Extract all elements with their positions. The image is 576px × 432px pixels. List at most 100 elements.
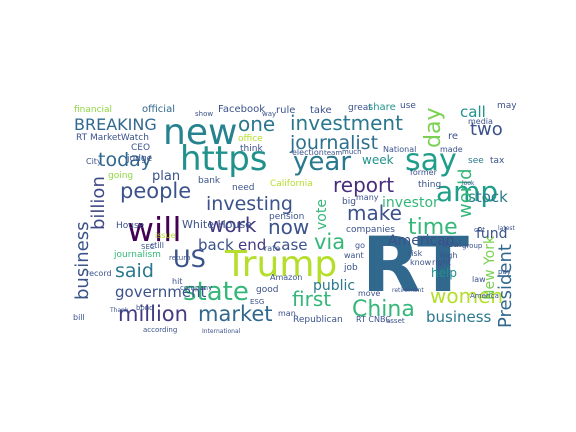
word-republican: Republican: [293, 315, 343, 325]
word-bank: bank: [198, 176, 221, 186]
word-great: great: [348, 103, 372, 113]
word-million: million: [118, 302, 188, 326]
word-asset: asset: [386, 317, 405, 325]
word-bond: bond: [136, 304, 154, 312]
word-rt-marketwatch: RT MarketWatch: [76, 133, 149, 143]
word-investor: investor: [382, 195, 439, 211]
word-media: media: [468, 117, 493, 126]
word-said: said: [115, 260, 154, 282]
word-look: look: [462, 180, 475, 187]
word-two: two: [470, 119, 503, 140]
word-good: good: [256, 285, 278, 295]
word-house: House: [116, 221, 145, 231]
word-breaking: BREAKING: [74, 115, 157, 134]
word-back: back: [198, 236, 234, 254]
word-move: move: [358, 289, 380, 298]
word-official: official: [142, 104, 175, 115]
word-pay: pay: [498, 268, 511, 276]
word-china: China: [352, 297, 415, 322]
word-deal: deal: [442, 240, 461, 250]
word-will: will: [127, 210, 182, 249]
word-women: women: [430, 284, 503, 308]
word-white-house: White House: [182, 218, 252, 231]
word-plan: plan: [152, 169, 180, 184]
word-public: public: [313, 278, 355, 294]
word-bill: bill: [73, 313, 85, 322]
word-need: need: [232, 183, 255, 193]
word-office: office: [238, 134, 263, 144]
word-former: former: [410, 168, 438, 177]
word-pension: pension: [269, 212, 304, 222]
word-say: say: [405, 143, 457, 178]
word-now: now: [268, 215, 309, 239]
word-return: return: [169, 254, 190, 262]
word-latest: latest: [498, 225, 516, 232]
word-sec: SEC: [141, 243, 155, 251]
word-issue: issue: [155, 231, 176, 240]
word-judge: judge: [126, 154, 153, 164]
word-rt: RT: [362, 220, 469, 309]
word-want: want: [344, 251, 364, 260]
word-stock: stock: [468, 188, 508, 206]
word-amazon: Amazon: [270, 273, 302, 282]
word-journalism: journalism: [113, 250, 161, 260]
word-year: year: [293, 147, 351, 177]
word-help: help: [431, 266, 457, 280]
word-rt-cnbc: RT CNBC: [356, 315, 391, 324]
word-go: go: [355, 241, 365, 250]
word-make: make: [347, 201, 402, 225]
word-trump: Trump: [224, 244, 337, 285]
word-big: big: [342, 197, 356, 207]
word-ceo: CEO: [131, 143, 150, 153]
word-new: new: [163, 112, 237, 153]
word-much: much: [342, 148, 362, 156]
word-first: first: [292, 287, 331, 311]
word-take: take: [310, 105, 332, 116]
word-vote: vote: [314, 199, 330, 230]
word-according: according: [143, 326, 177, 334]
word-business-vertical: business: [72, 222, 93, 300]
word-journalist: journalist: [289, 132, 378, 154]
word-case: case: [273, 236, 307, 254]
word-rule: rule: [276, 105, 295, 116]
word-national: National: [383, 145, 416, 154]
word-group: group: [462, 242, 483, 250]
word-many: many: [356, 193, 379, 202]
word-via: via: [314, 230, 345, 254]
word-still: still: [150, 241, 164, 250]
word-record: record: [86, 269, 112, 278]
word-hit: hit: [172, 277, 182, 286]
word-cut: cut: [474, 226, 485, 234]
word-investment: investment: [290, 111, 403, 135]
word-international: International: [202, 328, 241, 335]
word-new-york: New York: [482, 235, 498, 300]
word-way: way: [262, 110, 276, 118]
word-end: end: [238, 236, 266, 254]
word-financial: financial: [74, 105, 112, 115]
word-high: high: [440, 251, 457, 260]
word-business-main: business: [426, 308, 492, 326]
word-time: time: [408, 215, 458, 240]
word-election: election: [292, 148, 324, 157]
word-job: job: [343, 263, 358, 273]
word-risk: risk: [408, 249, 423, 258]
word-week: week: [362, 153, 394, 167]
word-state: state: [183, 277, 249, 307]
word-one: one: [238, 112, 275, 136]
word-report: report: [333, 173, 394, 197]
word-may: may: [497, 101, 517, 111]
word-man: man: [278, 309, 296, 318]
word-company: company: [180, 284, 212, 292]
word-government: government: [115, 283, 207, 301]
word-american: American: [388, 233, 455, 249]
word-right: right: [432, 258, 451, 267]
word-use: use: [400, 101, 416, 111]
word-re: re: [448, 131, 458, 142]
word-call: call: [460, 103, 486, 121]
word-see: see: [468, 156, 484, 166]
word-investing: investing: [206, 193, 293, 215]
word-america: America: [470, 292, 499, 300]
word-going: going: [108, 171, 133, 181]
word-us: US: [173, 245, 206, 273]
